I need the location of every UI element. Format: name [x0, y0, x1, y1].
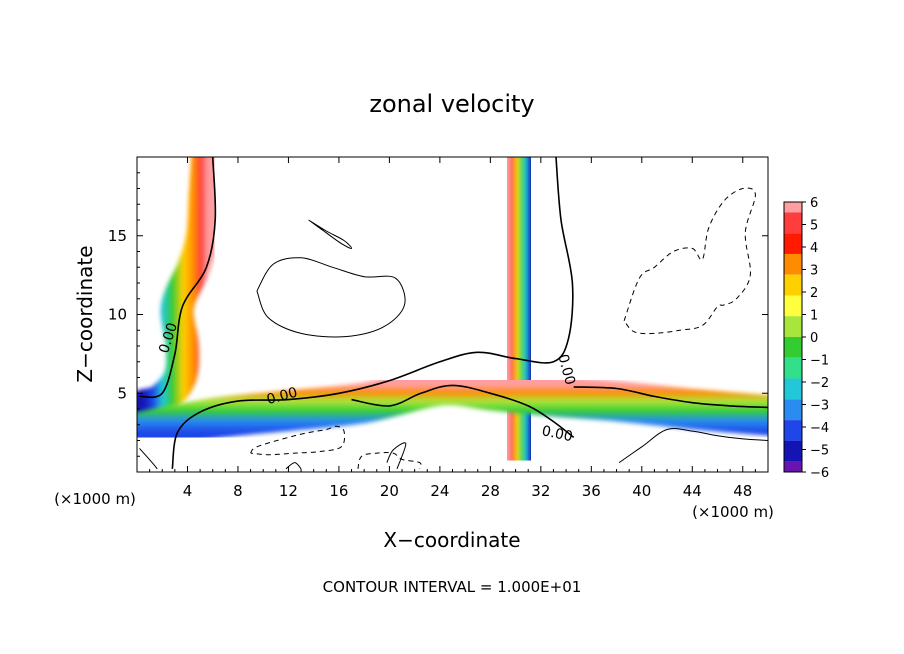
x-tick-label: 12 [279, 482, 298, 500]
negative-contour-1 [250, 425, 346, 456]
y-axis-ticks: 5 10 15 [108, 172, 768, 457]
colorbar-swatch [784, 461, 802, 472]
x-tick-label: 24 [430, 482, 449, 500]
y-tick-label: 10 [108, 306, 127, 324]
positive-contour-2 [618, 427, 768, 464]
colorbar-label: 6 [810, 196, 818, 211]
x-tick-label: 4 [183, 482, 193, 500]
zero-contour-1 [171, 157, 574, 470]
colorbar-label: −2 [810, 376, 829, 391]
zero-contour-2 [351, 384, 575, 439]
x-axis-label: X−coordinate [383, 528, 520, 552]
positive-contour-5 [386, 442, 407, 470]
colorbar-swatch [784, 253, 802, 275]
x-tick-label: 48 [733, 482, 752, 500]
contour-label-2: 0.00 [540, 423, 574, 445]
x-tick-label: 40 [632, 482, 651, 500]
field-band-left-plume [137, 157, 225, 423]
chart-title: zonal velocity [369, 90, 534, 118]
colorbar-label: 5 [810, 219, 818, 234]
colorbar-swatch [784, 337, 802, 358]
colorbar-swatch [784, 440, 802, 462]
positive-contour-4 [285, 462, 302, 470]
x-tick-label: 16 [329, 482, 348, 500]
x-axis-ticks: 4 8 12 16 20 24 28 32 36 40 44 48 [149, 157, 756, 500]
contour-interval-note: CONTOUR INTERVAL = 1.000E+01 [323, 578, 582, 596]
y-tick-label: 15 [108, 227, 127, 245]
colorbar-label: 1 [810, 309, 818, 324]
x-tick-label: 8 [233, 482, 243, 500]
contour-label-3: 0.00 [554, 352, 578, 386]
negative-contour-0 [623, 187, 756, 335]
zero-contour-0 [139, 157, 217, 399]
colorbar-swatch [784, 295, 802, 317]
velocity-field [137, 157, 768, 472]
colorbar-swatch [784, 378, 802, 400]
colorbar-swatch [784, 316, 802, 337]
colorbar-swatch [784, 420, 802, 441]
colorbar: 6 5 4 3 2 1 0 −1 −2 −3 −4 −5 −6 [783, 196, 829, 481]
colorbar-swatch [784, 274, 802, 296]
colorbar-swatch [784, 233, 802, 254]
zero-contour-3 [573, 386, 768, 409]
colorbar-label: 4 [810, 241, 818, 256]
y-axis-label: Z−coordinate [73, 245, 97, 382]
x-tick-label: 28 [481, 482, 500, 500]
colorbar-swatch [784, 399, 802, 421]
colorbar-swatch [784, 212, 802, 234]
x-tick-label: 32 [531, 482, 550, 500]
colorbar-label: −6 [810, 466, 829, 481]
contour-lines [139, 157, 768, 470]
contour-labels: 0.000.000.000.00 [156, 321, 578, 445]
positive-contour-1 [308, 219, 353, 249]
colorbar-label: 0 [810, 331, 818, 346]
colorbar-label: −3 [810, 399, 829, 414]
y-tick-label: 5 [117, 384, 127, 402]
field-band-lower-layer [137, 364, 768, 453]
colorbar-label: −5 [810, 444, 829, 459]
colorbar-swatch [784, 357, 802, 379]
colorbar-label: −4 [810, 421, 829, 436]
positive-contour-0 [256, 257, 406, 338]
x-unit-left: (×1000 m) [54, 490, 136, 508]
x-tick-label: 44 [683, 482, 702, 500]
colorbar-swatch [784, 202, 802, 213]
x-unit-right: (×1000 m) [692, 503, 774, 521]
colorbar-label: −1 [810, 354, 829, 369]
x-tick-label: 20 [380, 482, 399, 500]
contour-label-1: 0.00 [265, 385, 299, 409]
x-tick-label: 36 [582, 482, 601, 500]
positive-contour-3 [139, 448, 158, 470]
colorbar-label: 2 [810, 286, 818, 301]
negative-contour-2 [357, 452, 422, 470]
colorbar-label: 3 [810, 264, 818, 279]
